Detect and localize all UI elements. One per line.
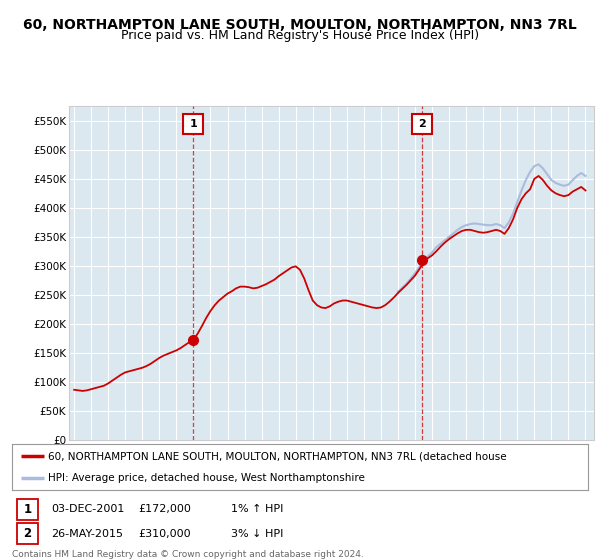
Text: 3% ↓ HPI: 3% ↓ HPI [231, 529, 283, 539]
Text: £310,000: £310,000 [139, 529, 191, 539]
Text: 1: 1 [190, 119, 197, 129]
Text: Price paid vs. HM Land Registry's House Price Index (HPI): Price paid vs. HM Land Registry's House … [121, 29, 479, 42]
FancyBboxPatch shape [17, 499, 38, 520]
Text: Contains HM Land Registry data © Crown copyright and database right 2024.
This d: Contains HM Land Registry data © Crown c… [12, 550, 364, 560]
Text: 03-DEC-2001: 03-DEC-2001 [51, 505, 125, 515]
Text: 2: 2 [23, 528, 32, 540]
Text: 60, NORTHAMPTON LANE SOUTH, MOULTON, NORTHAMPTON, NN3 7RL (detached house: 60, NORTHAMPTON LANE SOUTH, MOULTON, NOR… [48, 451, 507, 461]
Text: 26-MAY-2015: 26-MAY-2015 [51, 529, 123, 539]
Text: HPI: Average price, detached house, West Northamptonshire: HPI: Average price, detached house, West… [48, 473, 365, 483]
FancyBboxPatch shape [17, 523, 38, 544]
Text: £172,000: £172,000 [139, 505, 191, 515]
Text: 60, NORTHAMPTON LANE SOUTH, MOULTON, NORTHAMPTON, NN3 7RL: 60, NORTHAMPTON LANE SOUTH, MOULTON, NOR… [23, 18, 577, 32]
Text: 1: 1 [23, 503, 32, 516]
Text: 2: 2 [418, 119, 426, 129]
Text: 1% ↑ HPI: 1% ↑ HPI [231, 505, 283, 515]
